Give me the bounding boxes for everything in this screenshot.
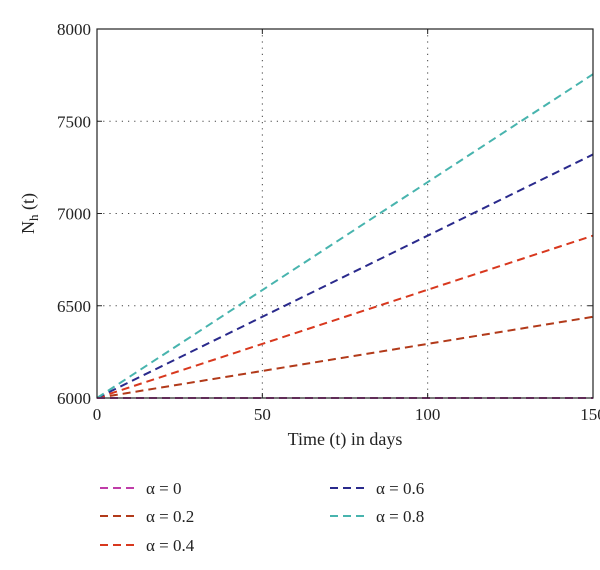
y-tick-label: 7000 — [57, 205, 91, 224]
y-tick-label: 6500 — [57, 297, 91, 316]
series-line-3 — [96, 153, 594, 399]
y-axis-title-sub: h — [26, 214, 41, 221]
x-tick-label: 0 — [93, 405, 102, 424]
legend: α = 0 α = 0.2 α = 0.4 α = 0.6 α = 0.8 — [100, 479, 424, 555]
series-line-2 — [96, 234, 594, 399]
x-tick-label: 150 — [580, 405, 600, 424]
legend-item-2: α = 0.4 — [100, 536, 195, 555]
y-axis-title-main: N — [18, 221, 38, 234]
y-axis-title: Nh (t) — [18, 193, 41, 234]
grid — [97, 29, 593, 398]
x-tick-label: 50 — [254, 405, 271, 424]
y-tick-label: 6000 — [57, 389, 91, 408]
legend-label: α = 0.2 — [146, 507, 194, 526]
series-layer — [96, 73, 594, 399]
x-tick-label: 100 — [415, 405, 441, 424]
legend-label: α = 0 — [146, 479, 182, 498]
x-axis-title: Time (t) in days — [288, 429, 403, 450]
legend-item-3: α = 0.6 — [330, 479, 424, 498]
ticks: 0 50 100 150 6000 6500 7000 7500 8000 — [57, 20, 600, 424]
legend-item-1: α = 0.2 — [100, 507, 194, 526]
legend-label: α = 0.8 — [376, 507, 424, 526]
legend-label: α = 0.6 — [376, 479, 424, 498]
y-tick-label: 7500 — [57, 112, 91, 131]
svg-text:Nh (t): Nh (t) — [18, 193, 41, 234]
y-axis-title-tail: (t) — [18, 193, 39, 215]
legend-label: α = 0.4 — [146, 536, 195, 555]
legend-item-4: α = 0.8 — [330, 507, 424, 526]
series-line-4 — [96, 73, 594, 399]
series-line-1 — [96, 315, 594, 399]
y-tick-label: 8000 — [57, 20, 91, 39]
legend-item-0: α = 0 — [100, 479, 182, 498]
